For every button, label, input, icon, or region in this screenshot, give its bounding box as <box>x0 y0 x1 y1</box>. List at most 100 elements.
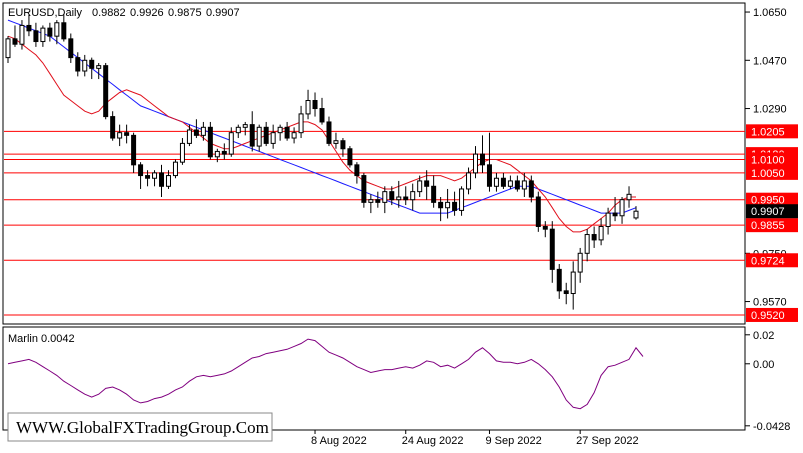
level-label-box <box>746 152 798 167</box>
candle-body <box>305 100 311 115</box>
oscillator-tick-label: 0.02 <box>753 330 774 342</box>
candle <box>473 146 479 179</box>
candle <box>535 191 541 232</box>
candle <box>124 124 130 144</box>
candle <box>438 197 444 222</box>
candle <box>459 186 465 216</box>
candle <box>145 170 151 187</box>
candle-body <box>368 199 374 203</box>
candle-body <box>103 65 109 118</box>
candle <box>207 121 213 160</box>
price-tick-label: 0.9570 <box>753 297 787 309</box>
candle-body <box>193 129 199 136</box>
candle <box>626 186 632 208</box>
candle-body <box>186 129 192 144</box>
candle <box>619 197 625 224</box>
candle-body <box>33 30 39 43</box>
indicator-title: Marlin 0.0042 <box>8 333 75 345</box>
level-label: 1.0100 <box>751 154 785 166</box>
candle-body <box>19 24 25 45</box>
candle-body <box>542 225 548 230</box>
candle <box>242 121 248 136</box>
time-tick-label: 24 Aug 2022 <box>402 435 464 447</box>
candle-body <box>389 191 395 201</box>
candle <box>403 186 409 206</box>
candle-body <box>47 27 53 37</box>
candle <box>249 111 255 152</box>
candle-body <box>340 140 346 150</box>
ohlc-open: 0.9882 <box>92 7 126 19</box>
level-label-box <box>746 218 798 233</box>
oscillator-axis: 0.02 0.00 -0.0428 <box>745 330 790 433</box>
candle <box>75 52 81 77</box>
candle <box>33 22 39 47</box>
candle <box>326 116 332 147</box>
candle-body <box>577 252 583 273</box>
candle-body <box>200 126 206 136</box>
candle <box>368 194 374 214</box>
time-axis: 8 Aug 2022 24 Aug 2022 9 Sep 2022 27 Sep 20… <box>311 430 639 447</box>
candle-body <box>110 116 116 139</box>
oscillator-tick-label: -0.0428 <box>753 421 790 433</box>
candle-body <box>347 148 353 166</box>
main-panel-frame <box>2 2 746 325</box>
candle-body <box>179 142 185 163</box>
candle-body <box>312 100 318 110</box>
candle <box>570 261 576 310</box>
current-price-box <box>746 204 798 219</box>
candle-body <box>145 175 151 179</box>
candle <box>110 111 116 141</box>
candle <box>305 89 311 120</box>
candle <box>612 197 618 222</box>
candle-body <box>242 124 248 128</box>
candle <box>361 172 367 208</box>
candle <box>605 207 611 235</box>
candle <box>117 124 123 147</box>
candle-body <box>75 57 81 72</box>
candle-body <box>235 126 241 134</box>
candle-body <box>165 175 171 187</box>
candle <box>312 92 318 117</box>
level-label: 0.9950 <box>751 195 785 207</box>
candle <box>633 206 639 220</box>
candle <box>563 282 569 305</box>
oscillator <box>7 338 644 410</box>
candlesticks <box>5 14 639 310</box>
candle <box>556 264 562 299</box>
candle-body <box>61 22 67 40</box>
candle-body <box>12 38 18 45</box>
candle-body <box>403 196 409 201</box>
candle <box>291 127 297 144</box>
candle <box>542 221 548 238</box>
candle-body <box>117 132 123 139</box>
candle-body <box>256 126 262 147</box>
time-tick-label: 9 Sep 2022 <box>485 435 541 447</box>
candle-body <box>535 196 541 227</box>
candle-body <box>514 180 520 190</box>
candle-body <box>277 126 283 134</box>
candle-body <box>445 201 451 209</box>
level-label: 1.0050 <box>751 168 785 180</box>
candle-body <box>354 164 360 177</box>
candle <box>319 97 325 125</box>
chart-title: EURUSD,Daily <box>8 7 82 19</box>
candle <box>263 121 269 147</box>
candle <box>354 162 360 184</box>
ohlc-high: 0.9926 <box>130 7 164 19</box>
candle-body <box>284 126 290 139</box>
candle-body <box>54 22 60 37</box>
candle <box>340 138 346 157</box>
candle <box>19 20 25 50</box>
candle-body <box>333 140 339 144</box>
candle <box>521 172 527 198</box>
time-tick-label: 8 Aug 2022 <box>311 435 367 447</box>
candle-body <box>221 150 227 155</box>
candle-body <box>549 228 555 270</box>
candle-body <box>591 234 597 241</box>
watermark-box <box>7 412 273 442</box>
candle <box>235 124 241 139</box>
candle <box>228 127 234 157</box>
candle <box>12 25 18 47</box>
candle-body <box>5 38 11 59</box>
candle <box>549 221 555 283</box>
